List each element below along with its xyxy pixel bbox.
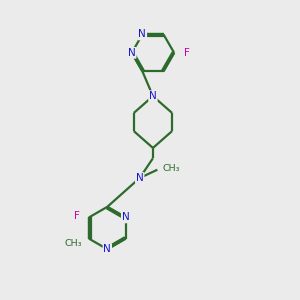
Text: N: N (122, 212, 130, 222)
Text: N: N (103, 244, 111, 254)
Text: N: N (136, 173, 144, 183)
Text: N: N (128, 48, 136, 58)
Text: F: F (74, 211, 80, 221)
Text: CH₃: CH₃ (163, 164, 180, 173)
Text: F: F (184, 48, 189, 58)
Text: N: N (149, 91, 157, 101)
Text: CH₃: CH₃ (65, 238, 82, 247)
Text: N: N (139, 29, 146, 40)
